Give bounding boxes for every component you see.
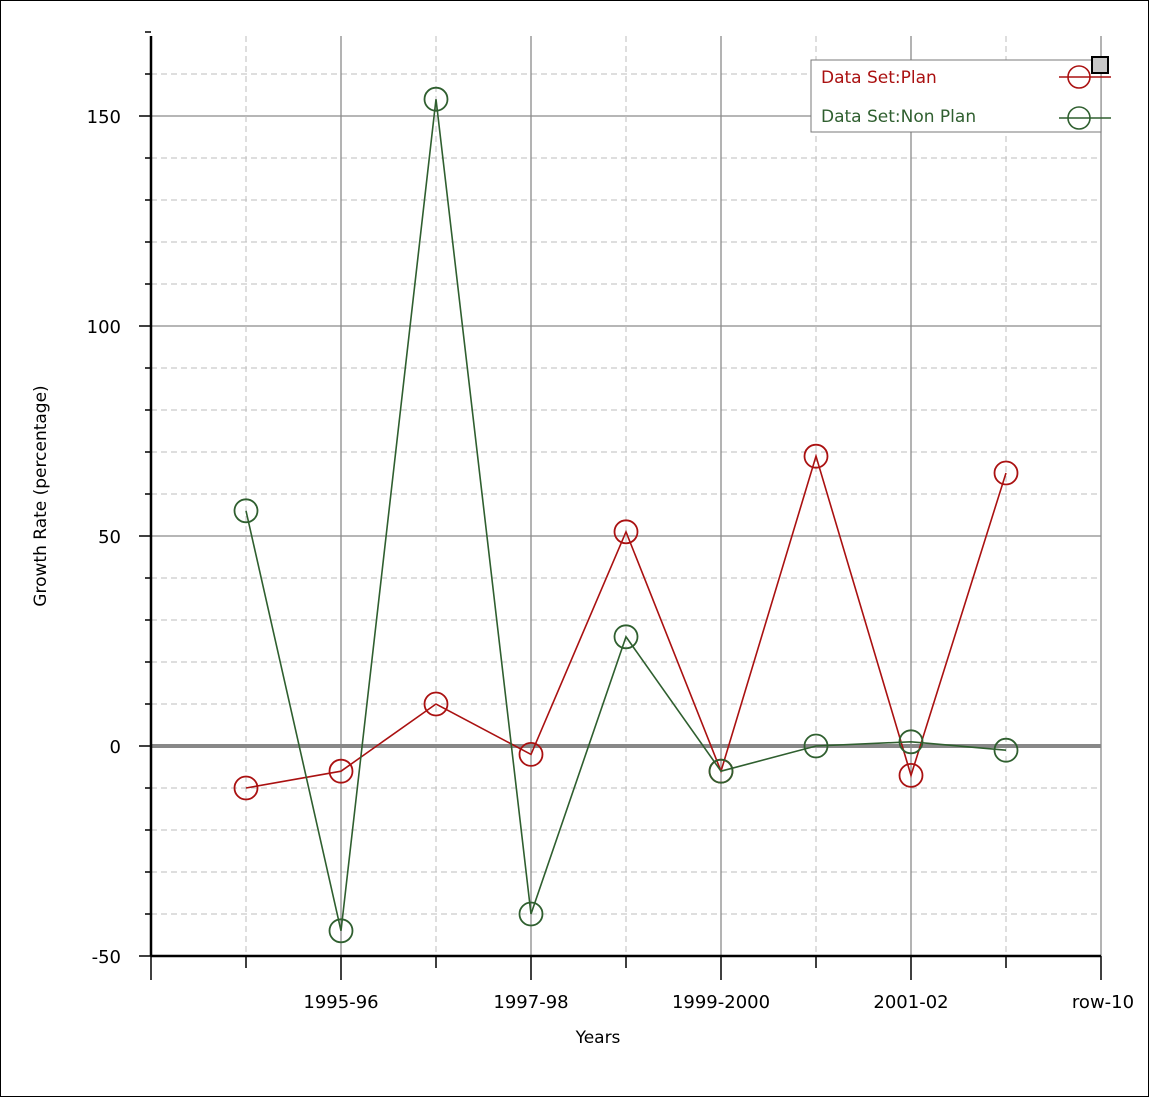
x-axis-title: Years <box>575 1028 621 1048</box>
data-point <box>898 729 924 755</box>
data-point <box>518 742 544 767</box>
x-tick-label: 1997-98 <box>493 992 568 1013</box>
data-point <box>803 733 829 759</box>
y-tick-label: 50 <box>98 527 121 548</box>
y-tick-label: 100 <box>87 317 121 338</box>
data-point <box>233 498 259 524</box>
data-point <box>423 691 449 717</box>
y-tick-label: -50 <box>92 947 121 968</box>
data-point <box>328 758 354 784</box>
x-tick-label: row-10 <box>1072 992 1134 1013</box>
series-plan <box>233 443 1019 801</box>
y-tick-label: 0 <box>110 737 121 758</box>
data-point <box>328 918 354 944</box>
data-point <box>708 758 734 784</box>
y-axis-title: Growth Rate (percentage) <box>31 385 51 606</box>
legend-item-plan: Data Set:Plan <box>821 65 1111 89</box>
x-tick-label: 1995-96 <box>303 992 378 1013</box>
series-line <box>245 99 1007 931</box>
data-point <box>613 519 639 545</box>
legend-marker-non-plan <box>1067 106 1091 130</box>
legend-label-non-plan: Data Set:Non Plan <box>821 107 976 127</box>
legend-marker-plan <box>1067 65 1091 89</box>
legend: Data Set:Plan Data Set:Non Plan <box>810 56 1111 133</box>
data-point <box>518 901 544 927</box>
series-group <box>233 86 1019 944</box>
legend-resize-handle[interactable] <box>1091 56 1109 74</box>
series-line <box>245 453 1007 789</box>
data-point <box>613 624 639 650</box>
series-non-plan <box>233 86 1019 944</box>
data-point <box>803 443 829 469</box>
axis-labels: Years Growth Rate (percentage) <box>31 385 621 1048</box>
legend-item-non-plan: Data Set:Non Plan <box>821 106 1111 130</box>
data-point <box>993 460 1019 486</box>
data-point <box>993 737 1019 763</box>
legend-box <box>810 59 1102 133</box>
x-tick-label: 2001-02 <box>873 992 948 1013</box>
data-point <box>898 763 924 788</box>
y-tick-label: 150 <box>87 107 121 128</box>
legend-label-plan: Data Set:Plan <box>821 68 937 88</box>
x-tick-label: 1999-2000 <box>672 992 770 1013</box>
axes: -50 0 50 100 150 1995-96 1997-98 1999-2000 2001-… <box>87 31 1134 1013</box>
data-point <box>423 86 449 112</box>
data-point <box>233 775 259 801</box>
grid <box>151 36 1102 957</box>
